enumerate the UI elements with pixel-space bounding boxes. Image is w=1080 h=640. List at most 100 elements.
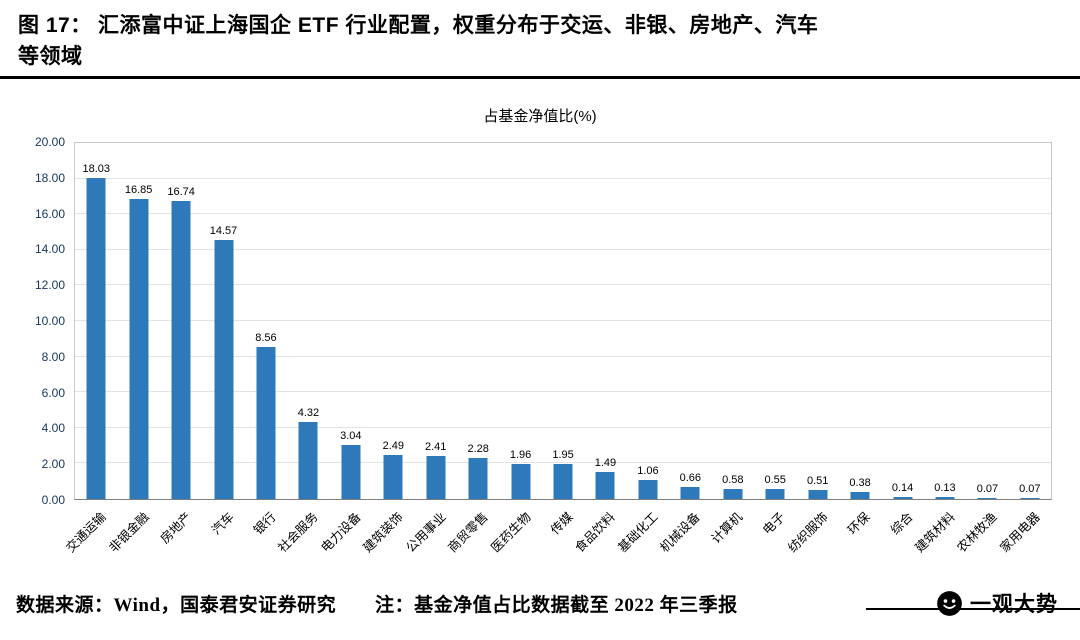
gridline [75,213,1051,215]
figure-title-line2: 等领域 [18,45,83,68]
bar [553,464,573,499]
bar-value-label: 1.06 [637,465,659,478]
bar-column: 1.95 传媒 [542,143,584,537]
bar-column: 8.56 银行 [245,143,287,538]
source-note: 数据来源：Wind，国泰君安证券研究 注：基金净值占比数据截至 2022 年三季… [16,594,738,616]
x-axis-label: 电力设备 [318,509,364,556]
bar-value-label: 0.66 [679,472,702,485]
y-axis-tick-label: 0.00 [41,493,65,507]
bar-column: 0.66 机械设备 [658,143,711,555]
x-axis-label: 食品饮料 [572,509,619,556]
x-axis-label: 建筑材料 [912,509,958,556]
bar-value-label: 0.51 [806,474,829,487]
bar [426,456,446,499]
bar-column: 4.32 社会服务 [276,143,329,555]
bar [341,444,361,499]
x-axis-label: 计算机 [709,509,746,547]
bar-column: 0.13 建筑材料 [912,143,966,555]
bar [256,346,276,499]
bar [893,496,913,499]
bar-value-label: 0.55 [764,474,786,487]
logo-line [866,607,1080,610]
bar-column: 16.85 非银金融 [106,143,159,555]
gridline [75,284,1051,286]
bar-column: 0.38 环保 [839,143,881,537]
chart-title: 占基金净值比(%) [483,108,597,125]
y-axis-tick-label: 8.00 [41,349,65,364]
y-axis: 0.00 2.00 4.00 6.00 8.00 10.00 12.00 14.00 16.00… [28,135,74,507]
bar-column: 2.41 公用事业 [403,143,457,555]
figure-title-line1: 图 17： 汇添富中证上海国企 ETF 行业配置，权重分布于交运、非银、房地产、… [18,14,819,37]
bar [808,489,828,499]
bar-column: 0.58 计算机 [709,143,754,547]
y-axis-tick-label: 12.00 [34,278,65,293]
y-axis-tick-label: 20.00 [34,135,65,149]
y-axis-tick-label: 18.00 [34,170,65,185]
plot-area: 18.03 交通运输 16.85 非银金融 16.74 房地产 14.57 汽车 8.56 银行 4… [64,142,1052,555]
bar-value-label: 0.14 [891,481,914,494]
bar-column: 1.49 食品饮料 [573,143,626,555]
bar-value-label: 8.56 [255,331,277,344]
y-axis-tick-label: 6.00 [41,385,65,400]
bar-value-label: 14.57 [209,224,238,237]
x-axis-label: 非银金融 [106,509,152,556]
bar-value-label: 1.49 [594,457,617,470]
bar [129,199,149,499]
bar-column: 1.96 医药生物 [488,143,541,555]
bar [511,464,531,499]
y-axis-tick-label: 2.00 [41,457,65,472]
bar-column: 0.07 家用电器 [997,143,1051,555]
bar [638,480,658,499]
bar-column: 14.57 汽车 [202,143,244,538]
bar-column: 16.74 房地产 [157,143,202,546]
figure-header: 图 17： 汇添富中证上海国企 ETF 行业配置，权重分布于交运、非银、房地产、… [0,0,1080,79]
x-axis-label: 银行 [251,509,279,538]
x-axis-label: 公用事业 [403,509,449,556]
bar-value-label: 2.41 [425,441,447,454]
bar-column: 1.06 基础化工 [615,143,669,555]
bar-column: 3.04 电力设备 [318,143,372,555]
bar [595,472,615,499]
bar-column: 2.49 建筑装饰 [361,143,414,555]
bar-column: 18.03 交通运输 [64,143,117,555]
x-axis-label: 交通运输 [63,509,109,556]
bar-column: 0.07 农林牧渔 [955,143,1008,555]
bar [977,497,997,499]
bar-value-label: 0.38 [849,477,871,490]
y-axis-tick-label: 4.00 [41,421,65,436]
x-axis-label: 社会服务 [275,509,322,556]
bar-value-label: 16.74 [167,186,195,199]
x-axis-label: 电子 [760,509,788,538]
bar [383,454,403,499]
x-axis-label: 房地产 [157,509,194,547]
y-axis-tick-label: 10.00 [34,314,65,328]
gridline [75,248,1051,250]
bar [1020,497,1040,499]
x-axis-label: 建筑装饰 [360,509,407,556]
gridline [75,426,1051,428]
bar [723,488,743,499]
bar-column: 0.51 纺织服饰 [785,143,838,555]
bar-column: 2.28 商贸零售 [446,143,499,555]
bar-value-label: 18.03 [82,163,110,176]
x-axis-label: 汽车 [208,509,237,538]
bar [680,487,700,499]
bar-value-label: 0.58 [722,473,744,486]
brand-face-icon [937,590,962,616]
bar [935,496,955,499]
plot-row: 0.00 2.00 4.00 6.00 8.00 10.00 12.00 14.00 16.00… [28,135,1052,555]
bar-value-label: 1.95 [552,449,574,462]
x-axis-label: 商贸零售 [445,509,491,556]
y-axis-tick-label: 16.00 [34,206,65,221]
bar-value-label: 16.85 [124,184,153,197]
bar [850,492,870,499]
bar-value-label: 0.07 [976,482,999,495]
bar [468,458,488,499]
bar [298,422,318,499]
bar-column: 0.55 电子 [754,143,796,537]
bar [214,239,234,499]
gridline [75,320,1051,321]
bar-chart: 占基金净值比(%) 0.00 2.00 4.00 6.00 8.00 10.00 12.00… [28,105,1052,555]
x-axis-label: 家用电器 [997,509,1043,556]
